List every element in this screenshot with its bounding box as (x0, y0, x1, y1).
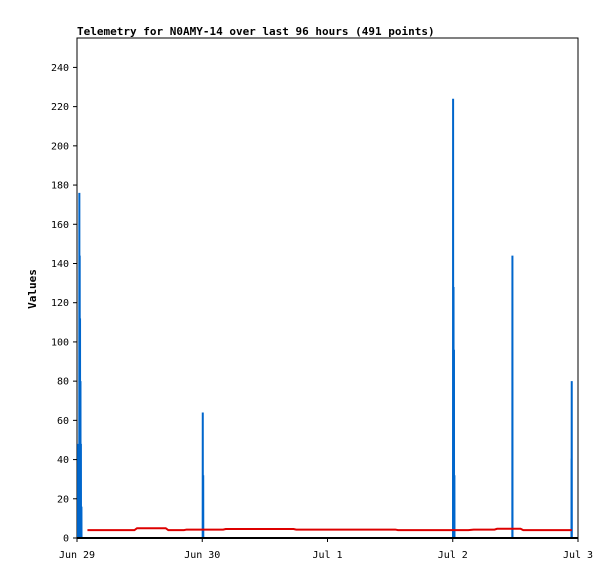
x-tick-label: Jun 29 (59, 550, 95, 561)
x-axis-ticks: Jun 29 Jun 30 Jul 1 Jul 2 Jul 3 (59, 538, 593, 561)
y-tick-label: 180 (51, 181, 69, 192)
series-line-2 (87, 527, 572, 532)
y-tick-label: 240 (51, 63, 69, 74)
y-tick-label: 140 (51, 259, 69, 270)
y-tick-label: 200 (51, 141, 69, 152)
y-tick-label: 160 (51, 220, 69, 231)
y-axis-ticks: 0 20 40 60 80 100 120 140 160 180 200 220 240 (51, 63, 77, 545)
y-tick-label: 100 (51, 337, 69, 348)
x-tick-label: Jul 3 (563, 550, 593, 561)
x-tick-label: Jun 30 (184, 550, 220, 561)
chart-title: Telemetry for N0AMY-14 over last 96 hour… (77, 25, 435, 38)
plot-area-frame (76, 37, 579, 539)
x-tick-label: Jul 1 (312, 550, 342, 561)
y-tick-label: 60 (57, 416, 69, 427)
y-tick-label: 0 (63, 534, 69, 545)
y-tick-label: 20 (57, 494, 69, 505)
y-tick-label: 120 (51, 298, 69, 309)
y-tick-label: 220 (51, 102, 69, 113)
y-axis-label: Values (26, 269, 39, 309)
x-tick-label: Jul 2 (438, 550, 468, 561)
y-tick-label: 80 (57, 377, 69, 388)
y-tick-label: 40 (57, 455, 69, 466)
